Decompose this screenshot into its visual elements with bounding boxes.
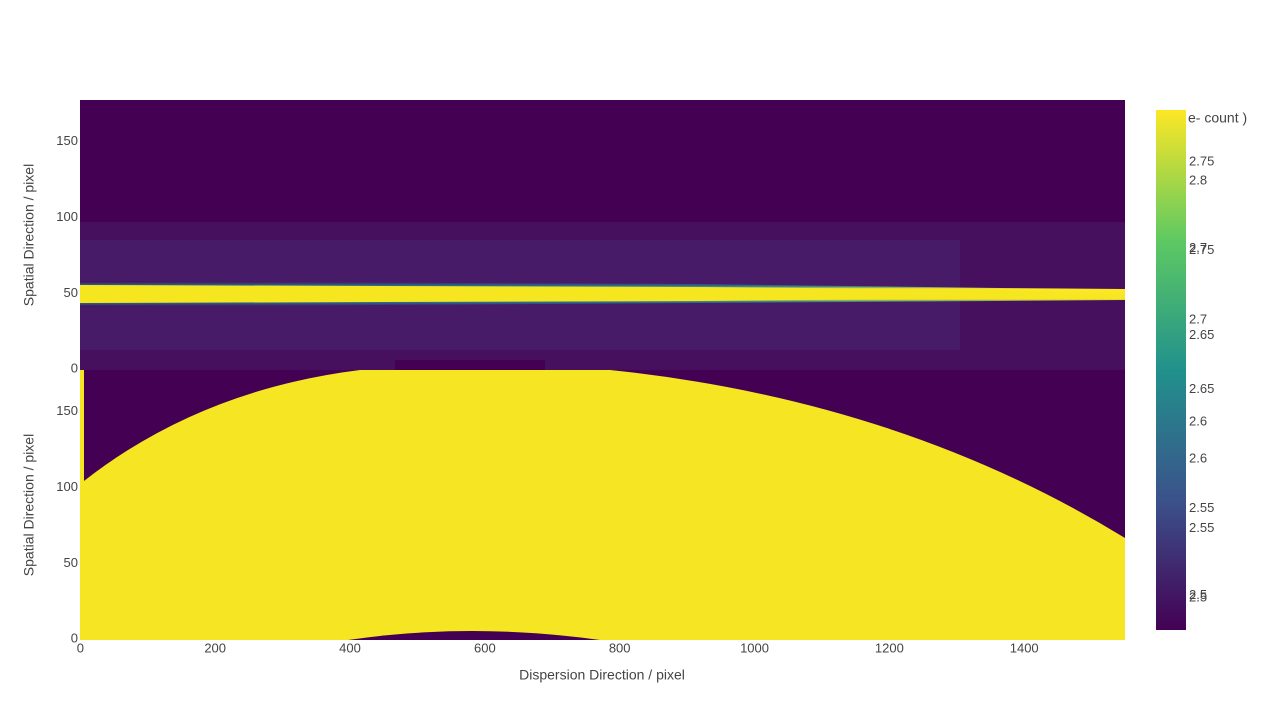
y-axis-title: Spatial Direction / pixel xyxy=(21,164,37,306)
x-axis-title: Dispersion Direction / pixel xyxy=(519,667,685,683)
colorbar-tick-label: 2.7 xyxy=(1189,240,1207,255)
heatmap-top xyxy=(80,100,1125,370)
colorbar-tick-label: 2.6 xyxy=(1189,450,1207,465)
y-tick-label: 0 xyxy=(71,631,78,646)
colorbar-title: e- count ) xyxy=(1188,110,1247,126)
colorbar-tick-label: 2.75 xyxy=(1189,153,1214,168)
y-tick-label: 0 xyxy=(71,361,78,376)
y-tick-label: 100 xyxy=(56,209,78,224)
colorbar-tick-label: 2.8 xyxy=(1189,172,1207,187)
colorbar-tick-label: 2.55 xyxy=(1189,520,1214,535)
x-tick-label: 1200 xyxy=(875,640,904,655)
y-axis-title: Spatial Direction / pixel xyxy=(21,434,37,576)
colorbar xyxy=(1156,110,1186,630)
y-tick-label: 150 xyxy=(56,403,78,418)
heatmap-bottom xyxy=(80,370,1125,640)
x-tick-label: 400 xyxy=(339,640,361,655)
colorbar-tick-label: 2.7 xyxy=(1189,311,1207,326)
y-tick-label: 50 xyxy=(64,555,78,570)
colorbar-tick-label: 2.65 xyxy=(1189,381,1214,396)
colorbar-tick-label: 2.5 xyxy=(1189,587,1207,602)
x-tick-label: 200 xyxy=(204,640,226,655)
x-tick-label: 0 xyxy=(77,640,84,655)
colorbar-tick-label: 2.5 xyxy=(1189,589,1207,604)
colorbar-tick-label: 2.55 xyxy=(1189,500,1214,515)
colorbar-tick-label: 2.6 xyxy=(1189,413,1207,428)
x-tick-label: 1000 xyxy=(740,640,769,655)
y-tick-label: 50 xyxy=(64,285,78,300)
colorbar-tick-label: 2.75 xyxy=(1189,242,1214,257)
y-tick-label: 100 xyxy=(56,479,78,494)
x-tick-label: 600 xyxy=(474,640,496,655)
x-tick-label: 800 xyxy=(609,640,631,655)
x-tick-label: 1400 xyxy=(1010,640,1039,655)
colorbar-tick-label: 2.65 xyxy=(1189,327,1214,342)
y-tick-label: 150 xyxy=(56,133,78,148)
